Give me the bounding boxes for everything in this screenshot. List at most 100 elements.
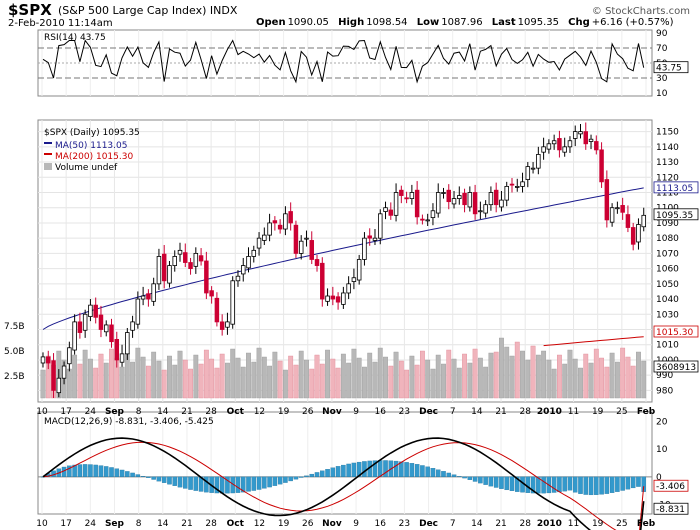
quote-datetime: 2-Feb-2010 11:14am (8, 18, 113, 29)
candle-body (351, 277, 357, 282)
volume-bar (267, 365, 273, 399)
macd-histogram-bar (272, 476, 278, 486)
candle-body (515, 186, 520, 188)
volume-bar (435, 354, 441, 399)
volume-bar (535, 354, 541, 399)
volume-bar (82, 349, 88, 399)
x-tick-label: 14 (157, 519, 169, 529)
candle-body (98, 314, 104, 330)
macd-histogram-bar (135, 474, 141, 477)
candle-body (430, 210, 436, 219)
volume-bar (398, 360, 404, 399)
rsi-tick-label: 30 (656, 74, 668, 84)
volume-bar (599, 357, 604, 399)
volume-bar (604, 366, 610, 399)
macd-histogram-bar (399, 461, 404, 477)
x-tick-label: 23 (399, 519, 410, 529)
candle-body (103, 324, 109, 333)
candle-body (641, 214, 646, 228)
macd-histogram-bar (246, 476, 251, 492)
x-tick-label: 24 (85, 519, 97, 529)
candle-body (588, 138, 594, 142)
macd-histogram-bar (530, 476, 536, 494)
macd-histogram-bar (346, 463, 351, 477)
candle-body (51, 360, 56, 391)
macd-histogram-bar (125, 471, 130, 477)
volume-bar (430, 368, 436, 399)
candle-body (335, 296, 341, 303)
ma200-legend: MA(200) 1015.30 (55, 152, 133, 162)
candle-body (61, 365, 67, 379)
macd-histogram-bar (615, 476, 620, 492)
value-tag-box (653, 360, 699, 373)
candle-body (525, 166, 531, 180)
macd-histogram-bar (140, 476, 146, 477)
x-tick-label: 11 (568, 519, 579, 529)
rsi-line (42, 39, 645, 84)
x-tick-label: 2010 (537, 407, 562, 417)
candle-body (504, 186, 509, 201)
macd-histogram-bar (298, 476, 304, 478)
macd-histogram-bar (146, 476, 151, 478)
macd-histogram-bar (451, 474, 457, 477)
candle-body (399, 189, 404, 196)
macd-histogram-bar (562, 476, 567, 492)
macd-histogram-bar (583, 476, 589, 495)
macd-histogram-bar (119, 469, 125, 477)
candle-body (93, 304, 98, 318)
candle-body (283, 213, 288, 230)
x-tick-label: 12 (254, 407, 265, 417)
candle-body (77, 321, 83, 333)
candle-body (262, 234, 267, 241)
candle-body (393, 192, 399, 216)
candle-body (277, 224, 283, 230)
candle-body (219, 321, 225, 330)
volume-bar (546, 359, 552, 399)
macd-histogram-bar (262, 476, 267, 489)
ticker-symbol: $SPX (8, 1, 52, 19)
volume-bar (477, 357, 483, 399)
candle-body (409, 192, 415, 199)
price-tick-label: 990 (656, 371, 673, 381)
macd-histogram-bar (77, 464, 83, 477)
volume-bar (419, 350, 425, 399)
volume-bar (530, 345, 536, 399)
macd-histogram-bar (504, 476, 509, 491)
volume-bar (514, 341, 520, 399)
candle-body (483, 204, 488, 214)
macd-histogram-bar (335, 466, 341, 477)
volume-bar (372, 361, 378, 399)
candle-body (235, 275, 241, 282)
volume-bar (145, 365, 151, 399)
candle-body (314, 259, 320, 266)
x-tick-label: 26 (302, 519, 314, 529)
price-tick-label: 1030 (656, 310, 679, 320)
volume-bar (214, 367, 220, 399)
macd-histogram-bar (588, 476, 594, 496)
candle-body (225, 321, 230, 328)
macd-histogram-bar (404, 462, 409, 477)
candle-body (151, 283, 156, 302)
volume-bar (151, 351, 157, 399)
candle-body (161, 253, 167, 282)
candle-body (404, 197, 409, 200)
watermark: © StockCharts.com (591, 6, 690, 17)
macd-histogram-bar (314, 472, 320, 477)
volume-bar (193, 354, 199, 399)
volume-bar (441, 363, 446, 399)
volume-bar (198, 363, 204, 399)
candle-body (109, 324, 114, 343)
value-tag-label: 1113.05 (656, 184, 693, 194)
candle-body (509, 183, 515, 186)
candle-body (298, 240, 304, 254)
macd-histogram-bar (636, 476, 641, 487)
macd-histogram-bar (383, 460, 388, 477)
macd-histogram-bar (214, 476, 220, 494)
candle-body (67, 347, 72, 365)
volume-bar (225, 362, 230, 399)
price-tick-label: 1070 (656, 249, 679, 259)
macd-histogram-bar (109, 467, 114, 477)
candle-body (472, 192, 478, 215)
volume-bar (641, 360, 647, 399)
volume-bar (172, 364, 178, 399)
